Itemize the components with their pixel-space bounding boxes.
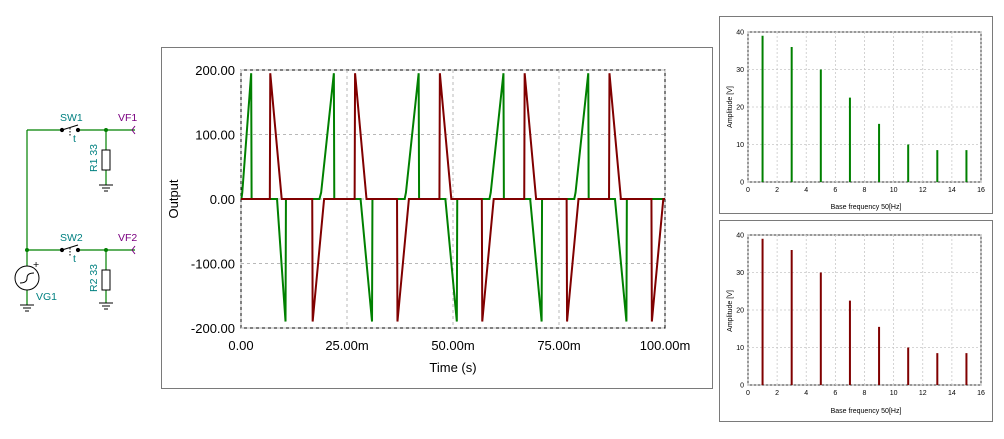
x-tick-label: 14 <box>948 390 956 397</box>
spectrum-bar <box>848 300 851 385</box>
y-tick-label: 0 <box>740 383 744 390</box>
ground-icon <box>99 302 113 310</box>
spectrum-bar <box>790 250 793 385</box>
x-tick-label: 10 <box>890 390 898 397</box>
spectrum-bar <box>761 238 764 385</box>
spectrum-bar <box>936 150 939 182</box>
spectrum-bar <box>819 69 822 182</box>
resistor-r2 <box>101 269 111 291</box>
y-tick-label: 40 <box>736 30 744 37</box>
y-tick-label: 10 <box>736 142 744 149</box>
x-axis-title: Time (s) <box>429 360 476 375</box>
x-tick-label: 0 <box>746 187 750 194</box>
spectrum-chart-panel-1: 40 30 20 10 0 0 2 4 6 8 10 12 14 16 Amplitude [V] Bas… <box>719 16 993 214</box>
y-tick-label: 40 <box>736 233 744 240</box>
ground-icon <box>20 304 34 312</box>
x-tick-label: 2 <box>775 187 779 194</box>
y-tick-label: 10 <box>736 345 744 352</box>
series-line-2 <box>241 73 665 322</box>
y-tick-label: 30 <box>736 67 744 74</box>
y-tick-label: 20 <box>736 105 744 112</box>
x-tick-label: 25.00m <box>325 338 368 353</box>
x-tick-label: 6 <box>833 390 837 397</box>
x-axis-title: Base frequency 50[Hz] <box>831 408 902 415</box>
spectrum-bar <box>936 353 939 385</box>
sw1-label: SW1 <box>60 112 83 124</box>
spectrum-bar <box>907 144 910 182</box>
x-tick-label: 4 <box>804 390 808 397</box>
x-tick-label: 6 <box>833 187 837 194</box>
circuit-schematic: SW1 SW2 t t VF1 VF2 R1 33 R2 33 VG1 + <box>14 112 137 312</box>
sw2-label: SW2 <box>60 232 83 244</box>
spectrum-bar <box>878 326 881 385</box>
spectrum-bar <box>848 97 851 182</box>
x-tick-label: 50.00m <box>431 338 474 353</box>
output-chart: 200.00 100.00 0.00 -100.00 -200.00 0.00 25.00m… <box>166 63 691 375</box>
spectrum-bar <box>965 150 968 182</box>
plus-label: + <box>33 259 39 271</box>
x-axis-title: Base frequency 50[Hz] <box>831 204 902 211</box>
x-tick-label: 8 <box>863 187 867 194</box>
x-tick-label: 14 <box>948 187 956 194</box>
y-tick-label: 100.00 <box>195 128 235 143</box>
probe-icon <box>131 125 136 135</box>
output-chart-panel: 200.00 100.00 0.00 -100.00 -200.00 0.00 25.00m… <box>161 47 713 389</box>
r2-label: R2 33 <box>88 264 100 292</box>
switch-sw2 <box>59 244 81 256</box>
spectrum-bar <box>907 347 910 385</box>
x-tick-label: 16 <box>977 390 985 397</box>
y-tick-label: 20 <box>736 308 744 315</box>
y-tick-label: 0.00 <box>210 192 235 207</box>
spectrum-bar <box>790 47 793 182</box>
x-tick-label: 4 <box>804 187 808 194</box>
spectrum-bar <box>878 123 881 182</box>
x-tick-label: 0.00 <box>228 338 253 353</box>
y-axis-title: Amplitude [V] <box>727 86 734 128</box>
spectrum-chart-panel-2: 40 30 20 10 0 0 2 4 6 8 10 12 14 16 Amplitude [V] Bas… <box>719 220 993 422</box>
x-tick-label: 12 <box>919 187 927 194</box>
x-tick-label: 12 <box>919 390 927 397</box>
switch-sw1 <box>59 124 81 136</box>
spectrum-bar <box>819 272 822 385</box>
switch-t-label: t <box>73 133 76 145</box>
x-tick-label: 16 <box>977 187 985 194</box>
spectrum-bar <box>761 35 764 182</box>
ground-icon <box>99 184 113 192</box>
x-tick-label: 2 <box>775 390 779 397</box>
x-tick-label: 0 <box>746 390 750 397</box>
spectrum-bar <box>965 353 968 385</box>
x-tick-label: 75.00m <box>537 338 580 353</box>
vf2-label: VF2 <box>118 232 137 244</box>
y-tick-label: 0 <box>740 180 744 187</box>
spectrum-chart-1: 40 30 20 10 00 2 4 6 8 10 12 14 16 Amplitude [V] Bas… <box>727 30 985 212</box>
y-tick-label: 30 <box>736 270 744 277</box>
x-tick-label: 10 <box>890 187 898 194</box>
probe-icon <box>131 245 136 255</box>
x-tick-label: 8 <box>863 390 867 397</box>
vg1-label: VG1 <box>36 291 57 303</box>
vf1-label: VF1 <box>118 112 137 124</box>
y-tick-label: -100.00 <box>191 257 235 272</box>
resistor-r1 <box>101 149 111 171</box>
y-tick-label: 200.00 <box>195 63 235 78</box>
y-tick-label: -200.00 <box>191 321 235 336</box>
y-axis-title: Amplitude [V] <box>727 290 734 332</box>
r1-label: R1 33 <box>88 144 100 172</box>
spectrum-chart-2: 40 30 20 10 00 2 4 6 8 10 12 14 16 Amplitude [V] Bas… <box>727 233 985 416</box>
switch-t-label: t <box>73 253 76 265</box>
y-axis-title: Output <box>166 179 181 218</box>
signal-generator-icon <box>14 265 40 291</box>
x-tick-label: 100.00m <box>640 338 691 353</box>
